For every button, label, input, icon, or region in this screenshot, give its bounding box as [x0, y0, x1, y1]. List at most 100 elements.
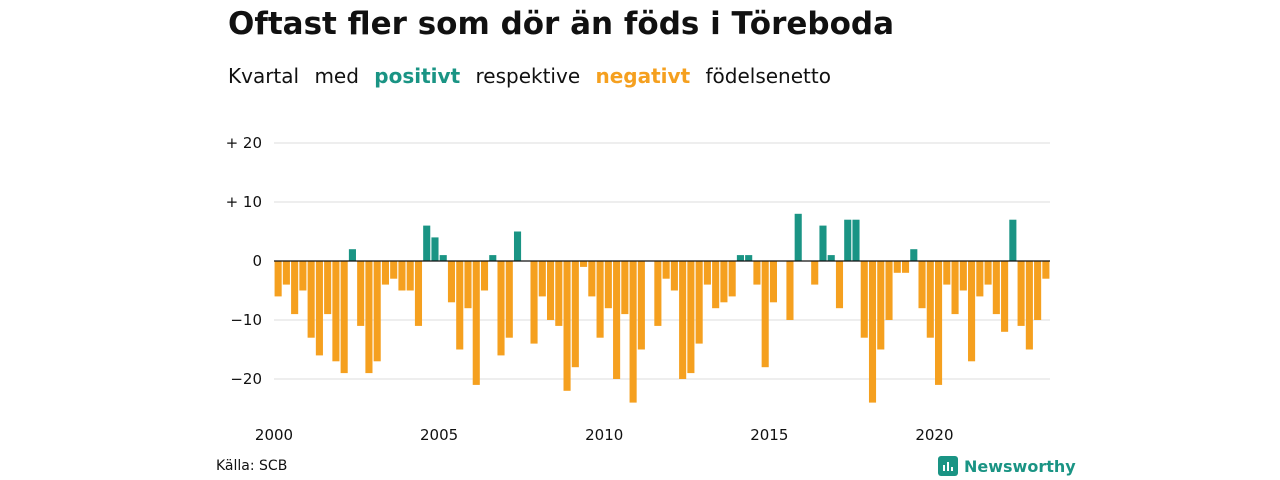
- bar: [464, 261, 472, 309]
- bar: [530, 261, 538, 344]
- bar: [860, 261, 868, 338]
- x-tick-label: 2015: [750, 426, 788, 444]
- bar: [1025, 261, 1033, 350]
- bar: [877, 261, 885, 350]
- subtitle-positive-label: positivt: [374, 64, 461, 88]
- bar: [720, 261, 728, 303]
- subtitle-word: Kvartal: [228, 64, 300, 88]
- bar: [819, 225, 827, 261]
- bar: [357, 261, 365, 326]
- bar: [381, 261, 389, 285]
- bar: [439, 255, 447, 261]
- bar: [769, 261, 777, 303]
- bar: [340, 261, 348, 374]
- y-tick-label: −20: [230, 370, 262, 388]
- brand-name: Newsworthy: [964, 456, 1076, 476]
- bar: [291, 261, 299, 315]
- bar: [786, 261, 794, 320]
- bar: [637, 261, 645, 350]
- bar: [373, 261, 381, 362]
- bar: [513, 231, 522, 261]
- bar: [456, 261, 464, 350]
- y-tick-label: −10: [230, 311, 262, 329]
- bar: [1017, 261, 1025, 326]
- bar: [480, 261, 489, 291]
- bar: [307, 261, 315, 338]
- brand-logo: Newsworthy: [938, 456, 1076, 476]
- bar: [712, 261, 720, 309]
- x-tick-label: 2000: [255, 426, 293, 444]
- newsworthy-logo-icon: [938, 456, 958, 476]
- bar: [670, 261, 678, 291]
- bar: [695, 261, 703, 344]
- bar: [761, 261, 769, 368]
- bar: [497, 261, 505, 356]
- bar: [1034, 261, 1042, 320]
- bar: [580, 261, 588, 267]
- x-tick-label: 2020: [915, 426, 953, 444]
- bar: [662, 261, 670, 279]
- bar: [299, 261, 307, 291]
- bar: [893, 261, 901, 273]
- bar: [629, 261, 637, 403]
- bar: [687, 261, 695, 374]
- bar: [274, 261, 282, 297]
- bar: [324, 261, 332, 315]
- bar: [505, 261, 513, 338]
- bar: [926, 261, 934, 338]
- bar: [282, 261, 290, 285]
- bar: [885, 261, 893, 320]
- bar: [555, 261, 563, 326]
- bar: [852, 219, 860, 261]
- bar: [703, 261, 711, 285]
- bar: [984, 261, 992, 285]
- bar: [604, 261, 612, 309]
- bar: [538, 261, 546, 297]
- bar: [596, 261, 604, 338]
- bar: [728, 261, 736, 297]
- y-tick-label: + 20: [226, 134, 262, 152]
- bar: [901, 261, 910, 273]
- bar: [332, 261, 340, 362]
- bar: [827, 255, 835, 261]
- bar: [951, 261, 959, 315]
- bar: [365, 261, 373, 374]
- bar: [943, 261, 951, 285]
- bar: [621, 261, 629, 315]
- bar: [811, 261, 819, 285]
- bar: [976, 261, 984, 297]
- bar: [753, 261, 761, 285]
- bar: [968, 261, 976, 362]
- bar: [489, 255, 497, 261]
- bar: [918, 261, 926, 309]
- subtitle-negative-label: negativt: [595, 64, 691, 88]
- bar: [1009, 219, 1017, 261]
- bar: [423, 225, 431, 261]
- bar: [679, 261, 687, 379]
- bar: [844, 219, 852, 261]
- bar: [868, 261, 877, 403]
- bar: [472, 261, 480, 385]
- chart-subtitle: Kvartal med positivt respektive negativt…: [228, 64, 840, 88]
- bar: [406, 261, 414, 291]
- bar: [1042, 261, 1050, 279]
- bar: [835, 261, 844, 309]
- source-note: Källa: SCB: [216, 458, 288, 474]
- subtitle-word: födelsenetto: [705, 64, 831, 88]
- bar: [794, 213, 802, 261]
- x-tick-label: 2010: [585, 426, 623, 444]
- bar: [390, 261, 398, 279]
- bar: [588, 261, 596, 297]
- bar: [654, 261, 662, 326]
- y-tick-label: + 10: [226, 193, 262, 211]
- bar: [959, 261, 967, 291]
- bar: [414, 261, 423, 326]
- bar: [348, 249, 356, 261]
- bar: [315, 261, 323, 356]
- y-tick-label: 0: [252, 252, 262, 270]
- bar: [1001, 261, 1009, 332]
- bar: [447, 261, 456, 303]
- subtitle-word: med: [314, 64, 359, 88]
- bar: [736, 255, 744, 261]
